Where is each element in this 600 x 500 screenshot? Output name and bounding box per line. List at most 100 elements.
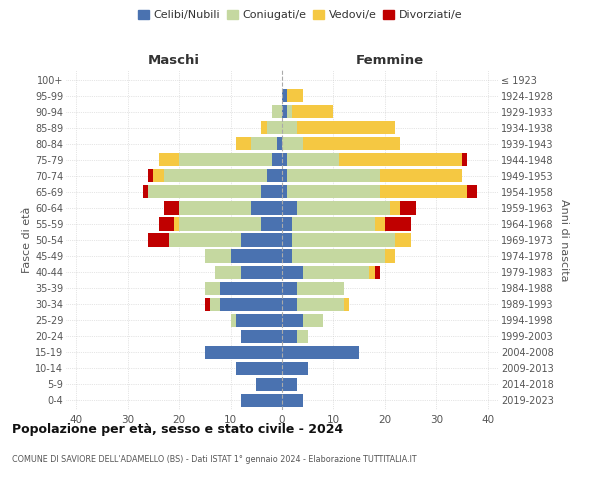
Bar	[158, 218, 174, 230]
Bar	[241, 234, 282, 246]
Text: Maschi: Maschi	[148, 54, 200, 67]
Bar	[282, 170, 287, 182]
Bar	[148, 186, 262, 198]
Bar	[302, 266, 370, 278]
Bar	[287, 170, 380, 182]
Bar	[292, 250, 385, 262]
Bar	[282, 394, 302, 407]
Bar	[385, 218, 410, 230]
Bar	[282, 266, 302, 278]
Bar	[241, 266, 282, 278]
Legend: Celibi/Nubili, Coniugati/e, Vedovi/e, Divorziati/e: Celibi/Nubili, Coniugati/e, Vedovi/e, Di…	[133, 6, 467, 25]
Bar	[205, 346, 282, 359]
Bar	[236, 137, 251, 150]
Bar	[282, 250, 292, 262]
Bar	[230, 250, 282, 262]
Bar	[148, 234, 169, 246]
Bar	[236, 362, 282, 375]
Bar	[374, 266, 380, 278]
Bar	[154, 170, 164, 182]
Bar	[220, 282, 282, 294]
Bar	[282, 105, 287, 118]
Bar	[298, 298, 344, 310]
Bar	[262, 186, 282, 198]
Bar	[282, 202, 298, 214]
Bar	[143, 186, 148, 198]
Bar	[302, 137, 400, 150]
Bar	[205, 282, 220, 294]
Bar	[205, 250, 230, 262]
Bar	[282, 378, 298, 391]
Bar	[374, 218, 385, 230]
Bar	[287, 89, 302, 102]
Y-axis label: Fasce di età: Fasce di età	[22, 207, 32, 273]
Bar	[230, 314, 236, 327]
Bar	[282, 282, 298, 294]
Bar	[298, 121, 395, 134]
Bar	[266, 121, 282, 134]
Bar	[272, 105, 282, 118]
Bar	[179, 202, 251, 214]
Text: Popolazione per età, sesso e stato civile - 2024: Popolazione per età, sesso e stato civil…	[12, 422, 343, 436]
Bar	[282, 121, 298, 134]
Bar	[292, 105, 334, 118]
Bar	[266, 170, 282, 182]
Bar	[262, 218, 282, 230]
Bar	[467, 186, 478, 198]
Bar	[164, 170, 266, 182]
Bar	[179, 153, 272, 166]
Bar	[338, 153, 462, 166]
Bar	[282, 298, 298, 310]
Bar	[400, 202, 416, 214]
Bar	[220, 298, 282, 310]
Bar	[148, 170, 154, 182]
Bar	[164, 202, 179, 214]
Bar	[298, 330, 308, 343]
Bar	[251, 137, 277, 150]
Bar	[262, 121, 266, 134]
Bar	[385, 250, 395, 262]
Bar	[282, 362, 308, 375]
Bar	[390, 202, 400, 214]
Bar	[251, 202, 282, 214]
Bar	[210, 298, 220, 310]
Bar	[256, 378, 282, 391]
Bar	[287, 105, 292, 118]
Bar	[370, 266, 374, 278]
Bar	[462, 153, 467, 166]
Text: COMUNE DI SAVIORE DELL'ADAMELLO (BS) - Dati ISTAT 1° gennaio 2024 - Elaborazione: COMUNE DI SAVIORE DELL'ADAMELLO (BS) - D…	[12, 455, 416, 464]
Bar	[282, 234, 292, 246]
Bar	[282, 186, 287, 198]
Bar	[179, 218, 262, 230]
Bar	[395, 234, 410, 246]
Bar	[277, 137, 282, 150]
Bar	[292, 234, 395, 246]
Bar	[380, 186, 467, 198]
Bar	[174, 218, 179, 230]
Bar	[282, 330, 298, 343]
Bar	[298, 282, 344, 294]
Bar	[236, 314, 282, 327]
Bar	[272, 153, 282, 166]
Bar	[241, 330, 282, 343]
Bar	[282, 314, 302, 327]
Bar	[282, 89, 287, 102]
Text: Femmine: Femmine	[356, 54, 424, 67]
Bar	[282, 346, 359, 359]
Bar	[292, 218, 374, 230]
Bar	[241, 394, 282, 407]
Bar	[282, 153, 287, 166]
Bar	[287, 153, 338, 166]
Bar	[344, 298, 349, 310]
Bar	[158, 153, 179, 166]
Bar	[205, 298, 210, 310]
Y-axis label: Anni di nascita: Anni di nascita	[559, 198, 569, 281]
Bar	[302, 314, 323, 327]
Bar	[215, 266, 241, 278]
Bar	[282, 218, 292, 230]
Bar	[298, 202, 390, 214]
Bar	[169, 234, 241, 246]
Bar	[282, 137, 302, 150]
Bar	[287, 186, 380, 198]
Bar	[380, 170, 462, 182]
